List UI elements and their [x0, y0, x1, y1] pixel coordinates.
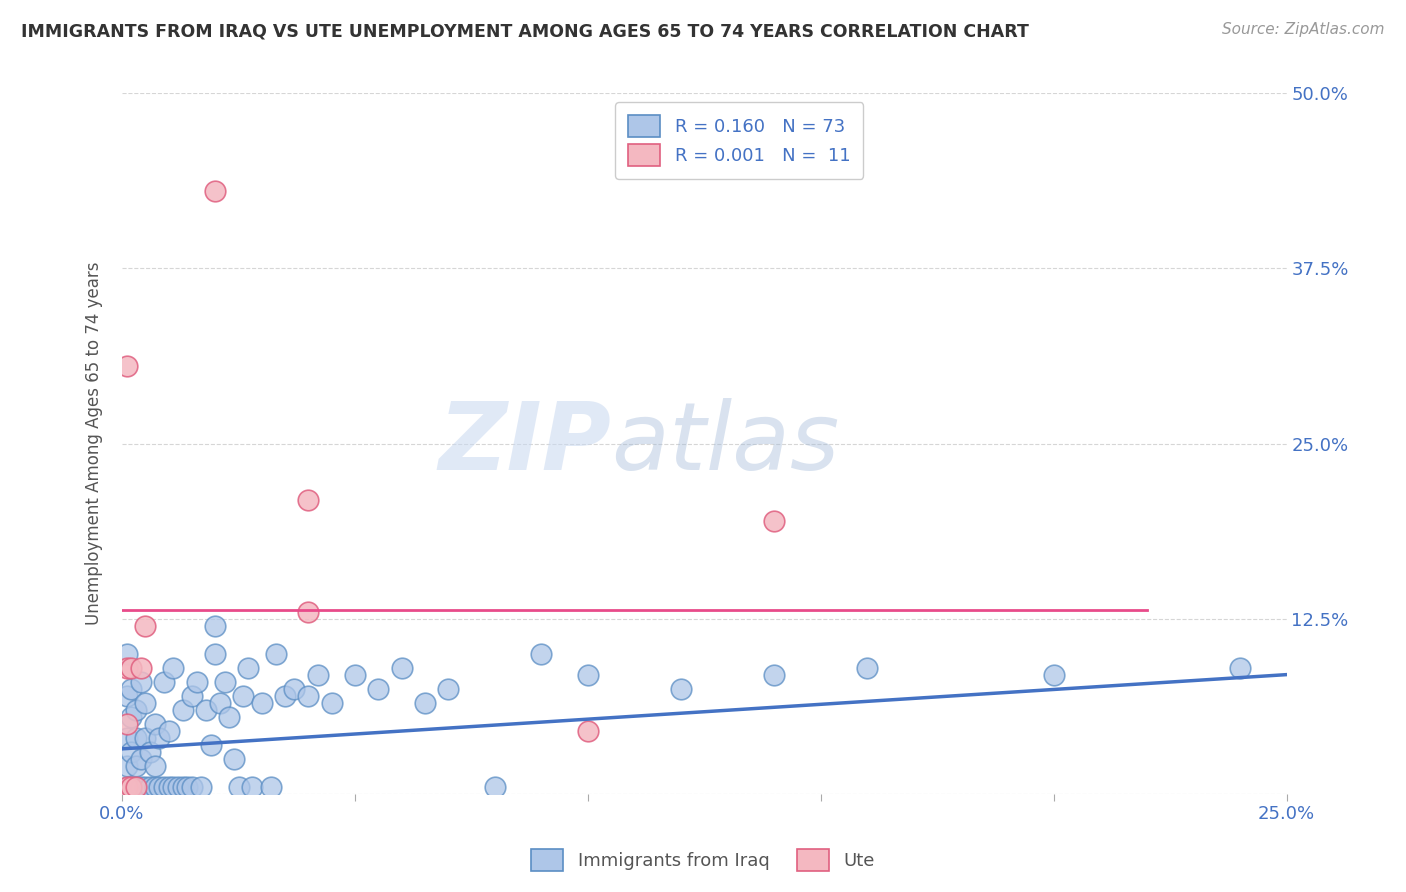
Point: [157, 723, 180, 738]
Text: atlas: atlas: [612, 398, 839, 489]
Point: [321, 696, 343, 710]
Point: [856, 660, 879, 674]
Point: [125, 780, 148, 794]
Point: [115, 780, 138, 794]
Point: [120, 709, 142, 723]
Point: [157, 780, 180, 794]
Point: [115, 660, 138, 674]
Point: [669, 681, 692, 696]
Text: ZIP: ZIP: [439, 398, 612, 490]
Point: [274, 689, 297, 703]
Point: [307, 667, 329, 681]
Point: [162, 660, 184, 674]
Point: [115, 716, 138, 731]
Point: [129, 660, 152, 674]
Point: [391, 660, 413, 674]
Point: [264, 647, 287, 661]
Point: [134, 780, 156, 794]
Point: [208, 696, 231, 710]
Point: [176, 780, 198, 794]
Point: [530, 647, 553, 661]
Point: [218, 709, 240, 723]
Point: [129, 674, 152, 689]
Point: [181, 780, 204, 794]
Point: [250, 696, 273, 710]
Point: [129, 752, 152, 766]
Point: [148, 780, 170, 794]
Point: [134, 618, 156, 632]
Point: [139, 780, 162, 794]
Point: [283, 681, 305, 696]
Point: [204, 618, 226, 632]
Point: [232, 689, 254, 703]
Point: [200, 738, 222, 752]
Point: [125, 703, 148, 717]
Point: [297, 689, 319, 703]
Point: [134, 731, 156, 745]
Point: [204, 185, 226, 199]
Y-axis label: Unemployment Among Ages 65 to 74 years: Unemployment Among Ages 65 to 74 years: [86, 261, 103, 625]
Point: [214, 674, 236, 689]
Point: [763, 514, 786, 528]
Point: [153, 674, 176, 689]
Point: [115, 689, 138, 703]
Point: [139, 745, 162, 759]
Point: [260, 780, 283, 794]
Point: [242, 780, 264, 794]
Point: [222, 752, 245, 766]
Point: [194, 703, 217, 717]
Point: [115, 647, 138, 661]
Point: [437, 681, 460, 696]
Point: [297, 492, 319, 507]
Text: IMMIGRANTS FROM IRAQ VS UTE UNEMPLOYMENT AMONG AGES 65 TO 74 YEARS CORRELATION C: IMMIGRANTS FROM IRAQ VS UTE UNEMPLOYMENT…: [21, 22, 1029, 40]
Point: [115, 359, 138, 374]
Point: [413, 696, 436, 710]
Point: [484, 780, 506, 794]
Point: [115, 780, 138, 794]
Point: [228, 780, 250, 794]
Point: [120, 681, 142, 696]
Point: [162, 780, 184, 794]
Point: [172, 703, 194, 717]
Point: [367, 681, 389, 696]
Point: [167, 780, 190, 794]
Point: [236, 660, 259, 674]
Point: [125, 780, 148, 794]
Point: [1042, 667, 1064, 681]
Point: [115, 758, 138, 772]
Point: [120, 660, 142, 674]
Point: [115, 731, 138, 745]
Point: [143, 716, 166, 731]
Point: [134, 696, 156, 710]
Point: [186, 674, 208, 689]
Point: [190, 780, 212, 794]
Point: [172, 780, 194, 794]
Point: [181, 689, 204, 703]
Point: [297, 605, 319, 619]
Point: [120, 780, 142, 794]
Point: [576, 723, 599, 738]
Point: [343, 667, 366, 681]
Point: [125, 731, 148, 745]
Legend: Immigrants from Iraq, Ute: Immigrants from Iraq, Ute: [523, 842, 883, 879]
Point: [143, 758, 166, 772]
Point: [204, 647, 226, 661]
Point: [1229, 660, 1251, 674]
Legend: R = 0.160   N = 73, R = 0.001   N =  11: R = 0.160 N = 73, R = 0.001 N = 11: [616, 103, 863, 179]
Point: [120, 780, 142, 794]
Text: Source: ZipAtlas.com: Source: ZipAtlas.com: [1222, 22, 1385, 37]
Point: [143, 780, 166, 794]
Point: [153, 780, 176, 794]
Point: [763, 667, 786, 681]
Point: [125, 758, 148, 772]
Point: [148, 731, 170, 745]
Point: [576, 667, 599, 681]
Point: [120, 745, 142, 759]
Point: [129, 780, 152, 794]
